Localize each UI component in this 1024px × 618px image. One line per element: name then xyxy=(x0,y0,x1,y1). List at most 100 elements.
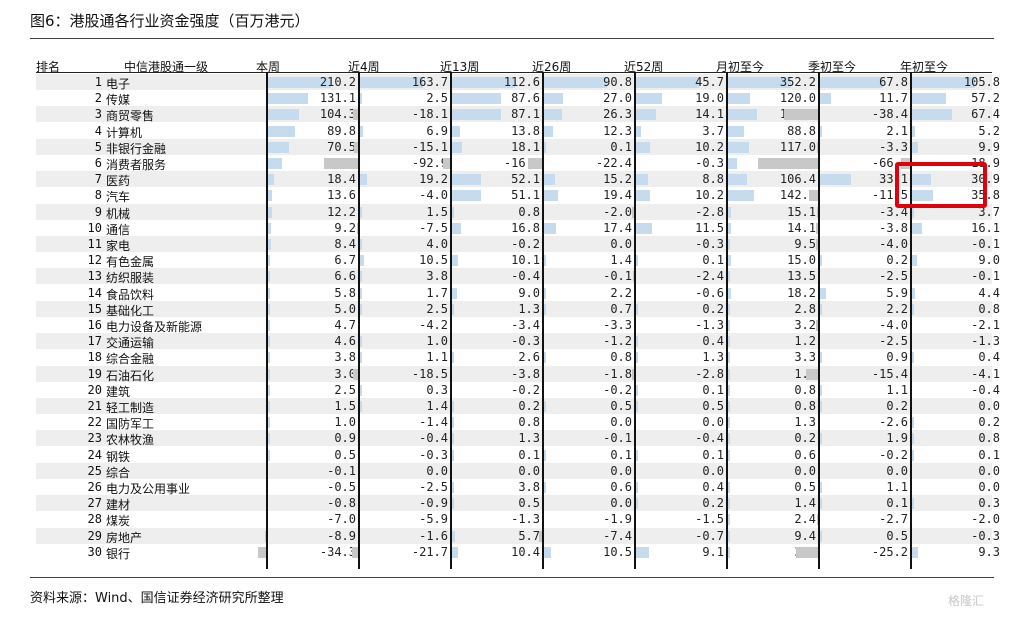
value-bar xyxy=(544,482,546,493)
value-bar xyxy=(360,336,362,348)
value-bar xyxy=(636,336,638,348)
value-cell: 142.6 xyxy=(779,188,816,203)
value-cell: 0.8 xyxy=(518,204,540,219)
value-cell: 1.4 xyxy=(426,399,448,413)
industry-cell: 交通运输 xyxy=(106,336,155,351)
value-bar xyxy=(544,190,558,202)
value-cell: 1.0 xyxy=(334,415,356,430)
value-cell: 0.1 xyxy=(702,253,724,268)
value-cell: -2.1 xyxy=(971,318,1000,332)
value-bar xyxy=(728,239,730,250)
value-cell: 0.7 xyxy=(610,301,632,316)
value-cell: 1.0 xyxy=(426,334,448,349)
industry-cell: 农林牧渔 xyxy=(106,433,155,448)
value-bar xyxy=(728,417,730,429)
table-title: 图6：港股通各行业资金强度（百万港元） xyxy=(30,12,310,30)
value-cell: 0.0 xyxy=(610,463,632,478)
value-cell: -0.1 xyxy=(603,269,632,284)
value-bar xyxy=(452,498,454,510)
industry-cell: 房地产 xyxy=(106,530,143,545)
value-cell: 0.2 xyxy=(794,431,816,446)
value-cell: 1.4 xyxy=(610,253,632,268)
rank-cell: 8 xyxy=(94,188,102,203)
table-row: 19 石油石化 3.0 -18.5 -3.8 -1.8 -2.81.5 -15.4 -4.1 xyxy=(36,365,1000,383)
value-bar xyxy=(728,498,730,510)
value-cell: 3.8 xyxy=(426,269,448,284)
value-cell: 0.5 xyxy=(794,480,816,494)
value-cell: 117.0 xyxy=(779,139,816,154)
value-bar xyxy=(820,77,884,88)
value-cell: -2.5 xyxy=(879,269,908,284)
value-bar xyxy=(636,401,638,412)
value-cell: 3.7 xyxy=(978,204,1000,219)
value-bar xyxy=(360,271,362,283)
value-cell: -4.0 xyxy=(419,188,448,203)
value-bar xyxy=(728,449,730,461)
rank-cell: 11 xyxy=(87,237,102,251)
value-bar xyxy=(728,384,730,396)
value-cell: 0.1 xyxy=(886,496,908,511)
value-bar xyxy=(820,352,822,364)
value-bar xyxy=(360,255,365,267)
value-cell: -2.5 xyxy=(419,480,448,494)
value-cell: 1.5 xyxy=(334,399,356,413)
value-cell: 0.0 xyxy=(518,463,540,478)
industry-cell: 家电 xyxy=(106,239,131,253)
value-cell: 51.1 xyxy=(511,188,540,203)
value-bar xyxy=(544,77,608,88)
value-bar xyxy=(360,93,362,105)
value-cell: -2.0 xyxy=(603,204,632,219)
value-cell: 0.8 xyxy=(978,301,1000,316)
rank-cell: 4 xyxy=(94,123,102,138)
value-cell: 2.2 xyxy=(886,301,908,316)
value-cell: 0.9 xyxy=(334,431,356,446)
value-cell: 0.1 xyxy=(702,447,724,462)
value-cell: 3.8 xyxy=(334,350,356,365)
industry-cell: 非银行金融 xyxy=(106,141,167,156)
header-qtd: 季初至今 xyxy=(808,60,857,74)
table-row: 22 国防军工 1.0 -1.4 0.8 0.0 0.0 1.3 -2.6 0.2 xyxy=(36,414,1000,432)
value-cell: 10.5 xyxy=(419,253,448,268)
watermark-logo: 格隆汇 xyxy=(948,594,985,608)
column-separator xyxy=(910,72,912,569)
value-cell: 6.7 xyxy=(334,253,356,268)
industry-cell: 国防军工 xyxy=(106,417,155,432)
value-bar xyxy=(912,352,914,364)
table-row: 16 电力设备及新能源 4.7 -4.2 -3.4 -3.3 -1.3 3.2 -4.0 -2.1 xyxy=(36,317,1000,334)
value-bar xyxy=(544,174,555,186)
rank-cell: 24 xyxy=(87,447,102,462)
industry-cell: 电子 xyxy=(106,77,131,91)
value-bar xyxy=(268,303,270,315)
table-row: 8 汽车 13.6 -4.0 51.1 19.4 10.2 142.6 -11.5 35.8 xyxy=(36,187,1000,204)
header-13w: 近13周 xyxy=(440,60,480,74)
value-cell: -1.9 xyxy=(603,512,632,527)
value-bar xyxy=(360,384,362,396)
value-cell: 26.3 xyxy=(603,107,632,122)
value-bar xyxy=(912,206,915,218)
value-cell: -0.3 xyxy=(971,528,1000,543)
header-4w: 近4周 xyxy=(348,60,380,74)
value-bar xyxy=(728,546,730,558)
value-bar xyxy=(912,417,914,429)
value-bar xyxy=(452,303,454,315)
value-bar xyxy=(636,109,656,121)
value-cell: -15.1 xyxy=(411,139,448,154)
table-row: 21 轻工制造 1.5 1.4 0.2 0.5 0.5 0.8 0.2 0.0 xyxy=(36,398,1000,415)
value-cell: -0.9 xyxy=(419,496,448,511)
table-row: 14 食品饮料 5.8 1.7 9.0 2.2 -0.6 18.2 5.9 4.4 xyxy=(36,285,1000,302)
rank-cell: 18 xyxy=(87,350,102,365)
table-row: 11 家电 8.4 4.0 -0.2 0.0 -0.3 9.5 -4.0 -0.1 xyxy=(36,236,1000,253)
value-cell: 18.2 xyxy=(787,285,816,300)
value-cell: 14.1 xyxy=(695,107,724,122)
value-cell: 0.8 xyxy=(518,415,540,430)
value-bar xyxy=(544,546,552,558)
column-separator xyxy=(266,72,268,569)
value-bar xyxy=(728,77,792,88)
value-cell: 0.2 xyxy=(886,399,908,413)
value-cell: -1.6 xyxy=(419,528,448,543)
industry-cell: 有色金属 xyxy=(106,255,155,270)
value-bar xyxy=(268,271,270,283)
value-cell: 0.3 xyxy=(426,382,448,397)
value-cell: 2.2 xyxy=(610,285,632,300)
value-cell: 10.2 xyxy=(695,139,724,154)
